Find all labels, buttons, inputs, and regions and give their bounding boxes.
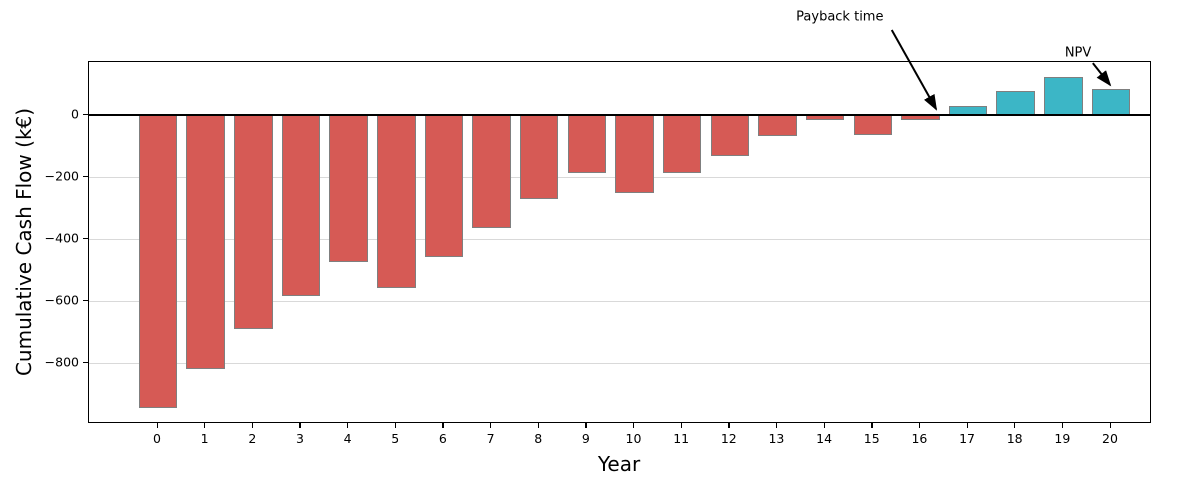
x-tick-label: 15	[863, 431, 880, 446]
x-tick-mark	[204, 423, 206, 428]
x-tick-mark	[775, 423, 778, 428]
x-tick-label: 10	[625, 431, 642, 446]
y-tick-label: −400	[44, 230, 79, 246]
x-tick-mark	[394, 423, 397, 428]
bar-year-18	[996, 91, 1035, 115]
y-tick-label: −200	[44, 168, 79, 184]
x-tick-label: 2	[248, 431, 257, 446]
x-tick-mark	[585, 423, 587, 428]
y-tick-mark	[83, 237, 88, 239]
y-tick-mark	[83, 299, 88, 301]
bar-year-12	[710, 115, 750, 156]
bar-year-5	[377, 115, 416, 289]
y-axis-label: Cumulative Cash Flow (k€)	[12, 107, 36, 377]
y-tick-mark	[83, 113, 88, 115]
y-tick-label: −600	[44, 292, 79, 308]
x-tick-label: 1	[200, 431, 209, 446]
plot-area	[88, 61, 1151, 423]
bar-year-6	[424, 115, 464, 257]
bar-year-1	[186, 115, 225, 370]
x-tick-mark	[251, 423, 254, 428]
x-tick-mark	[1109, 423, 1111, 428]
x-tick-label: 5	[391, 431, 400, 446]
x-tick-mark	[490, 423, 492, 428]
x-tick-label: 16	[911, 431, 928, 446]
x-tick-mark	[871, 423, 873, 428]
y-gridline	[89, 362, 1150, 364]
x-tick-mark	[156, 423, 158, 428]
x-tick-mark	[966, 423, 968, 428]
x-tick-mark	[347, 423, 349, 428]
bar-year-7	[472, 115, 511, 228]
x-tick-label: 13	[768, 431, 785, 446]
x-tick-mark	[442, 423, 444, 428]
x-tick-label: 6	[438, 431, 447, 446]
bar-year-10	[615, 115, 654, 194]
x-tick-mark	[918, 423, 921, 428]
zero-line	[89, 114, 1150, 116]
x-tick-label: 17	[959, 431, 975, 446]
x-tick-label: 11	[673, 431, 690, 446]
x-tick-label: 14	[816, 431, 833, 446]
bar-year-15	[853, 115, 892, 136]
bar-year-20	[1091, 88, 1131, 115]
x-tick-label: 8	[534, 431, 543, 446]
x-tick-mark	[1061, 423, 1064, 428]
x-tick-mark	[1014, 423, 1016, 428]
y-tick-mark	[83, 361, 88, 363]
x-tick-mark	[728, 423, 730, 428]
x-tick-label: 3	[295, 431, 304, 446]
bar-year-19	[1044, 76, 1083, 115]
bar-year-11	[662, 115, 702, 174]
x-axis-label: Year	[597, 452, 641, 476]
x-tick-mark	[633, 423, 635, 428]
x-tick-label: 12	[720, 431, 737, 446]
x-tick-mark	[299, 423, 301, 428]
x-tick-mark	[537, 423, 539, 428]
x-tick-mark	[823, 423, 825, 428]
bar-year-9	[567, 115, 607, 174]
y-tick-label: −800	[44, 354, 79, 370]
bar-year-0	[138, 115, 178, 408]
y-gridline	[89, 238, 1150, 240]
x-tick-label: 7	[486, 431, 495, 446]
x-tick-label: 4	[343, 431, 352, 446]
x-tick-label: 20	[1102, 431, 1118, 446]
annotation-payback-time: Payback time	[796, 9, 884, 25]
bar-year-13	[758, 115, 797, 137]
x-tick-label: 9	[581, 431, 590, 446]
y-tick-mark	[83, 175, 88, 177]
y-tick-label: 0	[71, 106, 79, 122]
x-tick-mark	[680, 423, 682, 428]
x-tick-label: 0	[153, 431, 161, 446]
bar-year-3	[281, 115, 321, 297]
bar-year-2	[234, 115, 273, 329]
x-tick-label: 18	[1006, 431, 1023, 446]
x-tick-label: 19	[1054, 431, 1071, 446]
bar-year-4	[329, 115, 368, 262]
annotation-npv: NPV	[1064, 45, 1092, 61]
y-gridline	[89, 300, 1150, 302]
bar-year-8	[519, 115, 559, 200]
